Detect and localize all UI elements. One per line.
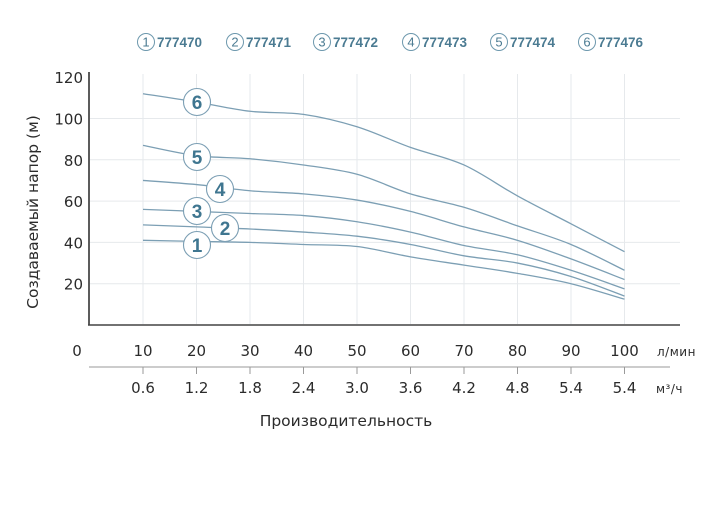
x-tick-label-lpm: 80: [508, 342, 527, 360]
curve-label-4: 4: [215, 180, 226, 201]
legend-number: 3: [318, 35, 325, 50]
legend-label: 777476: [598, 35, 644, 50]
x-tick-label-m3h: 0.6: [131, 379, 155, 397]
x-tick-label-m3h: 5.4: [559, 379, 583, 397]
x-tick-label-m3h: 3.0: [345, 379, 369, 397]
grid-lines: [90, 74, 680, 324]
x-unit-lpm: л/мин: [657, 345, 696, 359]
legend: 1 777470 2 777471 3 777472 4 777473 5 777474 6 7774…: [137, 33, 644, 51]
x-tick-label-m3h: 2.4: [292, 379, 316, 397]
legend-number: 1: [142, 35, 149, 50]
x-tick-label-lpm: 70: [454, 342, 473, 360]
x-tick-labels-m3h: 0.6 1.2 1.8 2.4 3.0 3.6 4.2 4.8 5.4 5.4: [131, 367, 636, 397]
x-tick-label-lpm: 50: [347, 342, 366, 360]
x-tick-label-m3h: 4.8: [506, 379, 530, 397]
curve-label-circle: [182, 87, 212, 117]
x-tick-label-lpm: 40: [294, 342, 313, 360]
curve-6: [142, 93, 625, 253]
x-tick-label-m3h: 4.2: [452, 379, 476, 397]
y-tick-label: 60: [64, 193, 83, 211]
x-tick-label-m3h: 1.2: [185, 379, 209, 397]
curve-label-circle: [182, 142, 212, 172]
x-tick-label-lpm: 90: [561, 342, 580, 360]
curve-label-circle: [182, 196, 212, 226]
curve-5: [142, 144, 625, 271]
legend-number: 2: [231, 35, 238, 50]
legend-circle: [578, 33, 596, 51]
curve-3: [142, 208, 625, 290]
x-tick-label-lpm: 10: [133, 342, 152, 360]
y-tick-label: 80: [64, 152, 83, 170]
axes: [88, 72, 680, 368]
x-tick-label-lpm: 0: [72, 342, 82, 360]
curve-label-6: 6: [192, 93, 203, 114]
x-tick-labels-lpm: 0 10 20 30 40 50 60 70 80 90 100: [72, 342, 639, 360]
curve-label-circle: [182, 230, 212, 260]
legend-circle: [402, 33, 420, 51]
y-tick-label: 40: [64, 234, 83, 252]
curve-label-3: 3: [192, 202, 203, 223]
legend-label: 777473: [422, 35, 468, 50]
x-unit-m3h: м³/ч: [656, 382, 683, 396]
legend-label: 777471: [246, 35, 292, 50]
curve-label-circle: [205, 174, 235, 204]
y-tick-label: 100: [54, 111, 83, 129]
y-axis-title: Создаваемый напор (м): [24, 115, 42, 309]
legend-number: 6: [583, 35, 590, 50]
y-tick-label: 120: [54, 69, 83, 87]
legend-circle: [313, 33, 331, 51]
x-tick-label-m3h: 5.4: [613, 379, 637, 397]
x-tick-label-lpm: 20: [187, 342, 206, 360]
legend-number: 5: [495, 35, 502, 50]
curve-label-2: 2: [220, 219, 231, 240]
legend-circle: [226, 33, 244, 51]
legend-number: 4: [407, 35, 414, 50]
legend-circle: [490, 33, 508, 51]
legend-label: 777470: [157, 35, 202, 50]
x-tick-label-lpm: 30: [240, 342, 259, 360]
y-tick-label: 20: [64, 276, 83, 294]
x-axis-title: Производительность: [260, 412, 433, 430]
curve-label-5: 5: [192, 148, 203, 169]
x-tick-label-lpm: 60: [401, 342, 420, 360]
legend-label: 777474: [510, 35, 556, 50]
y-tick-labels: 20 40 60 80 100 120: [54, 69, 83, 294]
legend-circle: [137, 33, 155, 51]
x-tick-label-lpm: 100: [610, 342, 639, 360]
x-tick-label-m3h: 3.6: [399, 379, 423, 397]
curve-1: [142, 239, 625, 300]
legend-label: 777472: [333, 35, 378, 50]
curve-label-1: 1: [192, 236, 203, 257]
curve-label-circle: [210, 213, 240, 243]
x-tick-label-m3h: 1.8: [238, 379, 262, 397]
